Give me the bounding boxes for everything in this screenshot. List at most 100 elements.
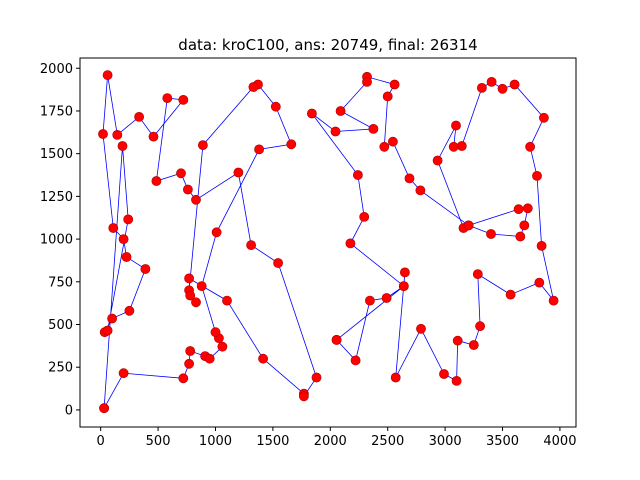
city-point [298,391,309,402]
city-point [117,141,128,151]
x-tick-label: 3500 [486,434,519,449]
city-point [451,375,462,386]
city-point [176,168,186,179]
city-point [452,335,463,346]
city-point [536,240,547,251]
city-point [486,229,496,239]
city-point [102,70,113,80]
city-point [456,141,467,151]
city-point [522,203,533,214]
y-tick-label: 1250 [40,190,73,205]
x-tick-label: 1500 [256,434,289,449]
y-tick-label: 500 [48,318,73,333]
x-tick-label: 4000 [543,434,576,449]
city-point [98,129,108,139]
city-point [270,101,281,112]
city-point [548,295,559,306]
city-point [118,234,129,244]
city-point [196,281,207,291]
x-tick-label: 500 [146,434,171,449]
city-point [439,369,449,379]
city-point [519,220,530,231]
city-point [451,120,461,131]
city-point [382,91,393,102]
city-point [311,372,322,383]
city-point [140,264,151,274]
city-point [134,112,144,122]
city-point [107,313,117,324]
city-point [286,139,297,150]
city-points [98,70,559,414]
y-tick-label: 1750 [40,104,73,119]
y-tick-label: 1500 [40,147,73,162]
city-point [123,214,134,225]
y-tick-label: 1000 [40,233,73,248]
city-point [398,281,409,291]
city-point [112,129,123,140]
city-point [534,277,545,288]
city-point [404,173,415,184]
city-point [162,93,173,103]
city-point [415,185,426,196]
city-point [448,141,459,152]
city-point [505,289,516,300]
city-point [350,355,361,366]
city-point [151,176,162,186]
city-point [148,131,159,142]
city-point [399,267,410,278]
city-point [486,77,497,87]
y-tick-label: 0 [65,403,73,418]
city-point [204,353,215,364]
city-point [468,340,479,350]
city-point [331,334,342,345]
city-point [513,204,524,215]
x-tick-label: 2000 [314,434,347,449]
city-point [432,155,443,166]
city-point [379,141,390,152]
city-point [246,240,256,250]
y-axis: 0 250 500 750 1000 1250 1500 1750 2000 [40,62,80,418]
city-point [390,372,401,383]
city-point [497,83,508,94]
city-point [124,305,135,316]
y-tick-label: 250 [48,361,73,376]
city-point [121,252,132,262]
city-point [389,79,400,90]
city-point [108,223,119,233]
city-point [211,227,222,238]
city-point [178,95,189,105]
city-point [539,112,549,123]
city-point [191,194,201,205]
x-tick-label: 2500 [371,434,404,449]
city-point [197,140,208,150]
x-tick-label: 1000 [199,434,232,449]
city-point [178,373,189,384]
city-point [184,358,194,369]
city-point [99,403,109,414]
city-point [463,220,474,231]
city-point [476,83,487,93]
city-point [102,325,113,336]
x-axis: 0 500 1000 1500 2000 2500 3000 3500 4000 [97,427,576,449]
city-point [345,238,356,249]
city-point [387,136,398,147]
city-point [359,211,370,222]
city-point [362,77,372,87]
city-point [248,82,259,92]
plot-area [98,70,559,414]
city-point [368,123,379,134]
city-point [254,144,264,155]
city-point [185,290,196,301]
city-point [306,108,317,119]
city-point [191,297,201,308]
city-point [118,368,129,379]
y-tick-label: 2000 [40,62,73,77]
y-tick-label: 750 [48,275,73,290]
city-point [416,323,426,334]
city-point [364,295,375,306]
city-point [182,184,193,195]
city-point [532,170,542,181]
city-point [273,258,283,268]
